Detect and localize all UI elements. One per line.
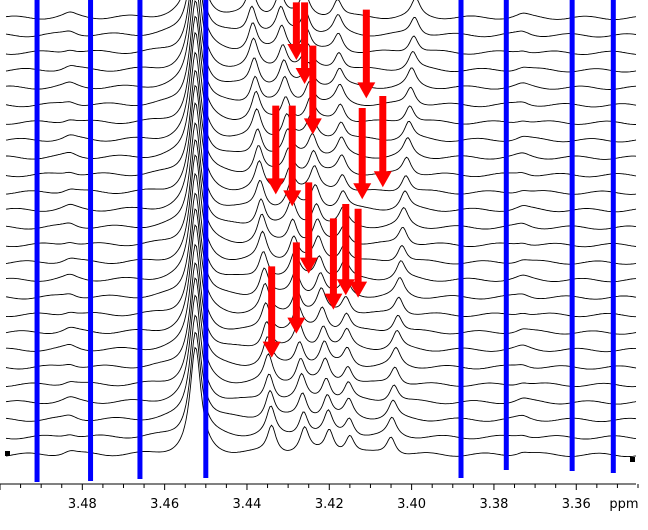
spectrum-trace [5, 154, 637, 265]
arrow-head [357, 82, 376, 99]
spectrum-trace [5, 84, 637, 195]
x-tick-label: 3.38 [479, 497, 508, 512]
spectrum-trace [5, 0, 637, 90]
spectrum-trace [5, 277, 637, 388]
arrow-head [349, 281, 368, 298]
shift-arrow [373, 96, 392, 188]
arrow-head [266, 178, 285, 195]
arrow-head [262, 341, 281, 358]
x-tick-label: 3.44 [232, 497, 261, 512]
spectrum-trace [5, 102, 637, 213]
spectrum-trace [5, 331, 637, 440]
shift-arrow [357, 9, 376, 99]
spectrum-trace [5, 346, 637, 458]
spectrum-trace [6, 15, 636, 125]
shift-arrow [262, 266, 281, 358]
spectrum-trace [5, 0, 637, 38]
reference-lines [34, 0, 616, 482]
shift-arrow [287, 2, 306, 60]
spectrum-trace [5, 139, 637, 248]
spectrum-trace [5, 31, 637, 143]
arrow-head [287, 317, 306, 334]
arrow-head [283, 190, 302, 207]
spectrum-trace [5, 294, 637, 405]
x-tick-label: 3.46 [150, 497, 179, 512]
arrow-head [324, 293, 343, 310]
spectrum-trace [5, 0, 637, 73]
x-tick-label: 3.42 [315, 497, 344, 512]
shift-arrow [266, 105, 285, 195]
spectrum-trace [5, 192, 637, 300]
shift-arrow [299, 182, 318, 274]
arrow-head [287, 44, 306, 60]
arrow-head [303, 118, 322, 135]
trace-marker-left [5, 451, 10, 456]
shift-arrow [283, 105, 302, 207]
shift-arrow [353, 108, 372, 200]
x-axis-unit-label: ppm [609, 497, 638, 512]
x-tick-label: 3.36 [562, 497, 591, 512]
x-tick-label: 3.40 [397, 497, 426, 512]
spectrum-trace [5, 69, 637, 178]
arrow-head [299, 257, 318, 274]
spectrum-trace [5, 172, 637, 283]
spectrum-traces [5, 0, 637, 462]
shift-arrow [295, 2, 314, 84]
shift-arrows [262, 2, 392, 358]
spectrum-trace [6, 243, 636, 353]
spectrum-trace [5, 224, 637, 335]
spectrum-trace [5, 208, 636, 318]
spectrum-trace [5, 0, 637, 108]
spectrum-trace [5, 262, 637, 370]
spectrum-trace [5, 0, 637, 55]
shift-arrow [287, 242, 306, 334]
arrow-head [295, 68, 314, 84]
spectrum-trace [5, 0, 637, 21]
x-axis: 3.48 3.46 3.44 3.42 3.40 3.38 3.36 [0, 483, 639, 512]
shift-arrow [349, 208, 368, 298]
arrow-head [373, 171, 392, 188]
trace-marker-right [630, 457, 635, 462]
shift-arrow [324, 218, 343, 310]
x-tick-label: 3.48 [68, 497, 97, 512]
spectrum-trace [5, 122, 637, 230]
spectrum-trace [6, 51, 637, 160]
spectrum-trace [5, 314, 637, 423]
shift-arrow [303, 45, 322, 135]
arrow-head [353, 183, 372, 200]
